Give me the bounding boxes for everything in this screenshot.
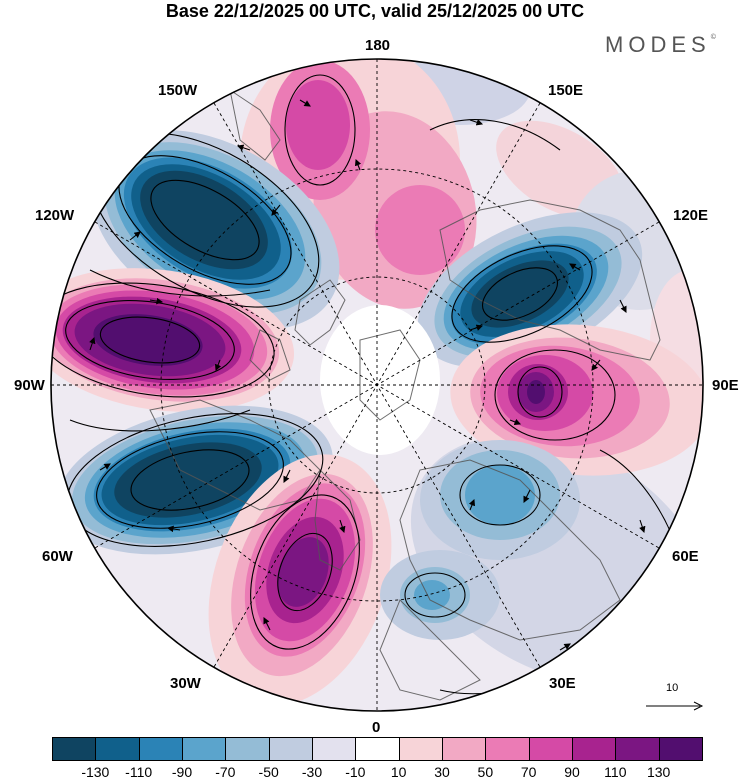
map-title: Base 22/12/2025 00 UTC, valid 25/12/2025… <box>165 1 585 21</box>
vector-reference: 10 <box>640 682 706 712</box>
negative-lobe-45e <box>380 440 580 640</box>
colorbar-tick-label: 90 <box>564 764 580 780</box>
colorbar-tick-label: 50 <box>477 764 494 780</box>
lon-label-0: 0 <box>372 719 381 736</box>
brand-text: MODES <box>605 32 711 57</box>
colorbar-segment <box>355 737 400 761</box>
colorbar-tick-label: 10 <box>390 764 407 780</box>
lon-label-30w: 30W <box>170 675 201 692</box>
lon-label-30e: 30E <box>549 675 576 692</box>
colorbar-tick-label: 30 <box>434 764 450 780</box>
colorbar-segment <box>225 737 270 761</box>
colorbar-tick-label: -130 <box>81 764 110 780</box>
lon-label-90w: 90W <box>14 377 45 394</box>
vector-reference-value: 10 <box>666 682 679 694</box>
lon-label-90e: 90E <box>712 377 739 394</box>
colorbar-tick-label: -70 <box>215 764 236 780</box>
arrow-right-icon <box>646 701 704 711</box>
colorbar-tick-label: -10 <box>345 764 366 780</box>
colorbar-tick-label: -110 <box>125 764 153 780</box>
map-boundary <box>50 58 704 712</box>
colorbar-segment <box>182 737 227 761</box>
colorbar-segment <box>528 737 573 761</box>
lon-label-120e: 120E <box>673 207 709 224</box>
colorbar-segment <box>615 737 660 761</box>
coastlines <box>149 88 661 701</box>
lon-label-120w: 120W <box>35 207 75 224</box>
colorbar-tick-label: 110 <box>604 764 627 780</box>
colorbar-tick-label: 70 <box>520 764 537 780</box>
colorbar-tick-label: -90 <box>171 764 193 780</box>
positive-lobe-30w <box>208 454 392 706</box>
colorbar-segment <box>268 737 313 761</box>
colorbar-segment <box>442 737 487 761</box>
colorbar-tick-label: -30 <box>301 764 323 780</box>
positive-lobe-80e <box>450 324 703 476</box>
colorbar-segment <box>485 737 530 761</box>
anomaly-field <box>51 59 703 711</box>
colorbar-tick-label: -50 <box>258 764 279 780</box>
modes-logo: MODES© <box>605 32 716 58</box>
graticule <box>51 59 703 711</box>
colorbar-segment <box>658 737 703 761</box>
colorbar-segment <box>138 737 183 761</box>
lon-label-150w: 150W <box>158 82 198 99</box>
colorbar-segment <box>398 737 443 761</box>
colorbar <box>52 737 703 763</box>
lon-label-150e: 150E <box>548 82 584 99</box>
colorbar-tick-label: 130 <box>646 764 671 780</box>
colorbar-segment <box>95 737 140 761</box>
flow-arrows <box>89 99 646 651</box>
negative-lobe-135w <box>90 130 340 330</box>
lon-label-180: 180 <box>365 37 391 54</box>
lon-label-60e: 60E <box>672 548 699 565</box>
lon-label-60w: 60W <box>42 548 73 565</box>
colorbar-segment <box>312 737 357 761</box>
copyright-mark: © <box>710 34 716 41</box>
colorbar-segment <box>572 737 617 761</box>
colorbar-segment <box>52 737 97 761</box>
